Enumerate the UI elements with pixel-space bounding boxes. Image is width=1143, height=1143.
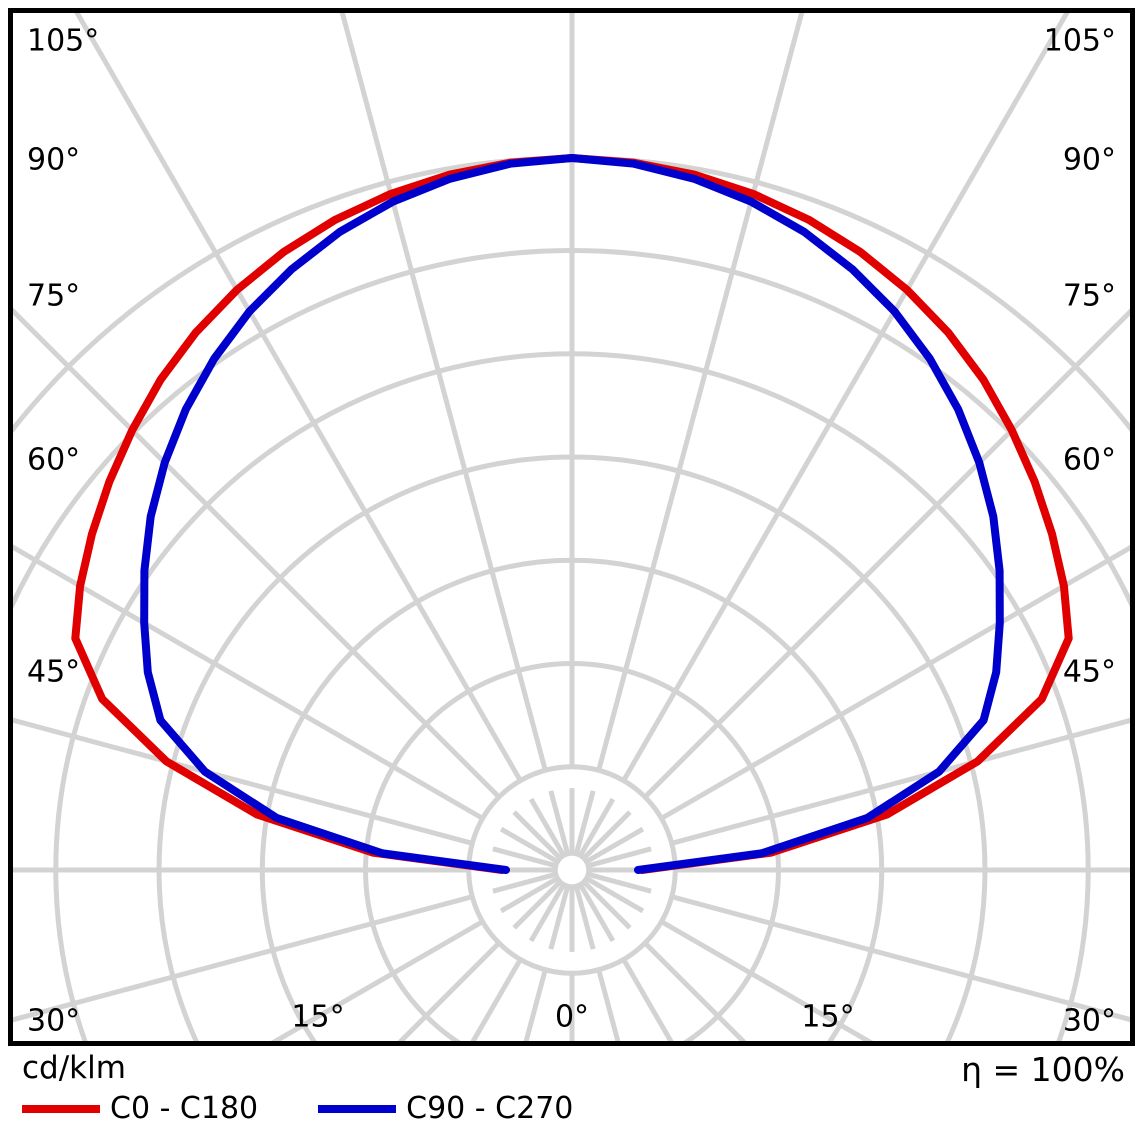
legend-items: C0 - C180 C90 - C270 (22, 1094, 633, 1124)
angle-tick-label: 90° (27, 143, 80, 178)
angle-tick-label: 60° (1063, 443, 1116, 478)
plot-frame: 105° 90° 75° 60° 45° 30° 105° 90° 75° 60° 45° 30° 15… (8, 8, 1135, 1046)
angle-tick-label: 30° (1063, 1004, 1116, 1039)
legend-bar: cd/klm η = 100% C0 - C180 C90 - C270 (0, 1046, 1143, 1143)
angle-tick-label: 90° (1063, 143, 1116, 178)
angle-tick-label: 0° (555, 1000, 589, 1035)
unit-label: cd/klm (22, 1050, 126, 1086)
angle-tick-label: 45° (27, 655, 80, 690)
angle-tick-label: 15° (291, 1000, 344, 1035)
legend-label-c90-c270: C90 - C270 (406, 1091, 574, 1126)
angle-tick-label: 15° (801, 1000, 854, 1035)
angle-tick-labels: 105° 90° 75° 60° 45° 30° 105° 90° 75° 60° 45° 30° 15… (27, 24, 1116, 1039)
legend-swatch-c0-c180 (22, 1105, 100, 1113)
angle-tick-label: 60° (27, 443, 80, 478)
angle-tick-label: 45° (1063, 655, 1116, 690)
angle-tick-label: 75° (1063, 279, 1116, 314)
legend-swatch-c90-c270 (318, 1105, 397, 1113)
polar-plot-canvas: 105° 90° 75° 60° 45° 30° 105° 90° 75° 60° 45° 30° 15… (13, 13, 1130, 1041)
angle-tick-label: 105° (27, 24, 99, 59)
efficiency-label: η = 100% (961, 1050, 1125, 1089)
intensity-curves (71, 154, 1073, 874)
legend-item-c90-c270[interactable]: C90 - C270 (318, 1094, 573, 1124)
polar-grid (13, 13, 1130, 1041)
legend-label-c0-c180: C0 - C180 (110, 1091, 259, 1126)
angle-tick-label: 30° (27, 1004, 80, 1039)
angle-tick-label: 105° (1044, 24, 1116, 59)
legend-item-c0-c180[interactable]: C0 - C180 (22, 1094, 258, 1124)
angle-tick-label: 75° (27, 279, 80, 314)
